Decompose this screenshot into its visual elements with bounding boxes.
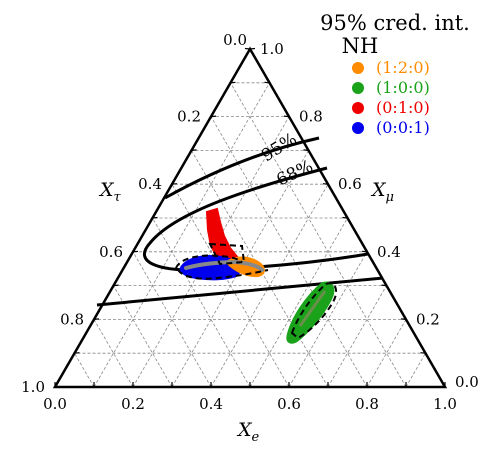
tick-mark-right <box>322 183 329 185</box>
grid-line-e <box>405 353 426 388</box>
triangle-frame <box>52 46 448 389</box>
tick-mark-right <box>342 216 348 219</box>
tick-label-right: 0.6 <box>338 175 362 193</box>
region-1-0-0 <box>286 281 338 344</box>
legend-marker <box>352 122 364 134</box>
legend-title: NH <box>342 34 379 58</box>
tick-mark-left <box>191 149 197 151</box>
tick-label-right: 0.8 <box>299 108 323 126</box>
tick-label-right: 0.4 <box>377 243 401 261</box>
legend-label: (1:0:0) <box>376 78 430 97</box>
tick-mark-left <box>93 318 100 320</box>
legend: 95% cred. int. NH (1:2:0)(1:0:0)(0:1:0)(… <box>320 11 470 137</box>
legend-marker <box>352 62 364 74</box>
grid-line-e <box>93 82 270 388</box>
tick-label-right: 0.0 <box>455 373 479 391</box>
tick-labels: 0.0 0.2 0.4 0.6 0.8 1.0 0.2 0.4 0.6 0.8 1.0 1.0 0.8 0… <box>21 31 479 413</box>
region-core-1-0-0 <box>298 290 327 327</box>
legend-label: (0:0:1) <box>376 118 430 137</box>
axis-label-bottom: Xe <box>236 419 260 445</box>
tick-label-left: 1.0 <box>21 378 45 396</box>
tick-label-left: 0.0 <box>223 31 247 49</box>
axis-symbol-bottom: X <box>236 419 253 441</box>
tick-label-left: 0.2 <box>177 108 201 126</box>
region-lobe-0-0-1 <box>218 268 230 278</box>
region-outline-cluster <box>175 254 243 269</box>
tick-mark-left <box>113 284 119 287</box>
tick-mark-right <box>400 318 407 320</box>
tick-label-bottom: 0.8 <box>355 395 379 413</box>
tick-label-right: 1.0 <box>260 40 284 58</box>
tick-mark-right <box>303 149 309 151</box>
tick-mark-left <box>210 115 217 118</box>
tick-mark-left <box>171 183 178 185</box>
tick-mark-left <box>54 385 61 388</box>
tick-label-bottom: 0.0 <box>43 395 67 413</box>
grid-line-tau <box>132 251 212 388</box>
region-overlap-band <box>184 259 264 272</box>
tick-mark-right <box>283 115 290 118</box>
contour-lines <box>96 136 384 307</box>
region-outline-lower <box>177 269 269 280</box>
tick-label-left: 0.6 <box>99 243 123 261</box>
contour-label-68: 68% <box>274 156 317 190</box>
tick-label-left: 0.4 <box>138 175 162 193</box>
contour-label-95: 95% <box>258 129 301 166</box>
tick-label-bottom: 0.6 <box>277 395 301 413</box>
grid-line-e <box>249 217 348 388</box>
tick-label-bottom: 0.2 <box>121 395 145 413</box>
grid-line-e <box>366 319 407 388</box>
tick-mark-left <box>74 352 80 354</box>
grid-line-tau <box>152 217 251 388</box>
axis-label-left: Xτ <box>98 179 122 205</box>
credible-regions <box>175 207 338 344</box>
tick-label-bottom: 0.4 <box>199 395 223 413</box>
tick-label-left: 0.8 <box>60 310 84 328</box>
tick-mark-right <box>439 385 446 388</box>
tick-mark-left <box>230 81 236 84</box>
axis-symbol-left: X <box>98 179 115 201</box>
grid-line-e <box>288 251 368 388</box>
legend-label: (0:1:0) <box>376 98 430 117</box>
chart-title: 95% cred. int. <box>320 11 470 35</box>
region-outline-1-0-0 <box>290 282 338 340</box>
contour-line-68 <box>142 166 369 272</box>
tick-mark-right <box>381 284 387 287</box>
axis-subscript-bottom: e <box>252 430 260 445</box>
legend-marker <box>352 82 364 94</box>
grid-lines <box>74 82 426 388</box>
axis-symbol-right: X <box>370 179 387 201</box>
grid-line-e <box>327 285 387 388</box>
axis-subscript-left: τ <box>114 190 122 205</box>
tick-mark-right <box>244 47 251 50</box>
legend-marker <box>352 102 364 114</box>
axis-subscript-right: μ <box>386 190 394 205</box>
tick-mark-right <box>264 81 270 84</box>
grid-line-e <box>210 184 329 388</box>
grid-line-tau <box>230 82 407 388</box>
contour-line-95 <box>164 136 320 200</box>
tick-label-bottom: 1.0 <box>433 395 457 413</box>
region-outline-box <box>208 242 246 266</box>
tick-mark-right <box>420 352 426 354</box>
tick-mark-left <box>152 216 158 219</box>
legend-label: (1:2:0) <box>376 58 430 77</box>
tick-label-right: 0.2 <box>416 310 440 328</box>
grid-line-tau <box>93 319 134 388</box>
contour-line-outer <box>96 276 384 307</box>
tick-mark-right <box>361 250 368 253</box>
tick-mark-left <box>249 47 256 50</box>
tick-mark-left <box>132 250 139 253</box>
grid-line-tau <box>74 353 95 388</box>
axis-label-right: Xμ <box>370 179 394 205</box>
